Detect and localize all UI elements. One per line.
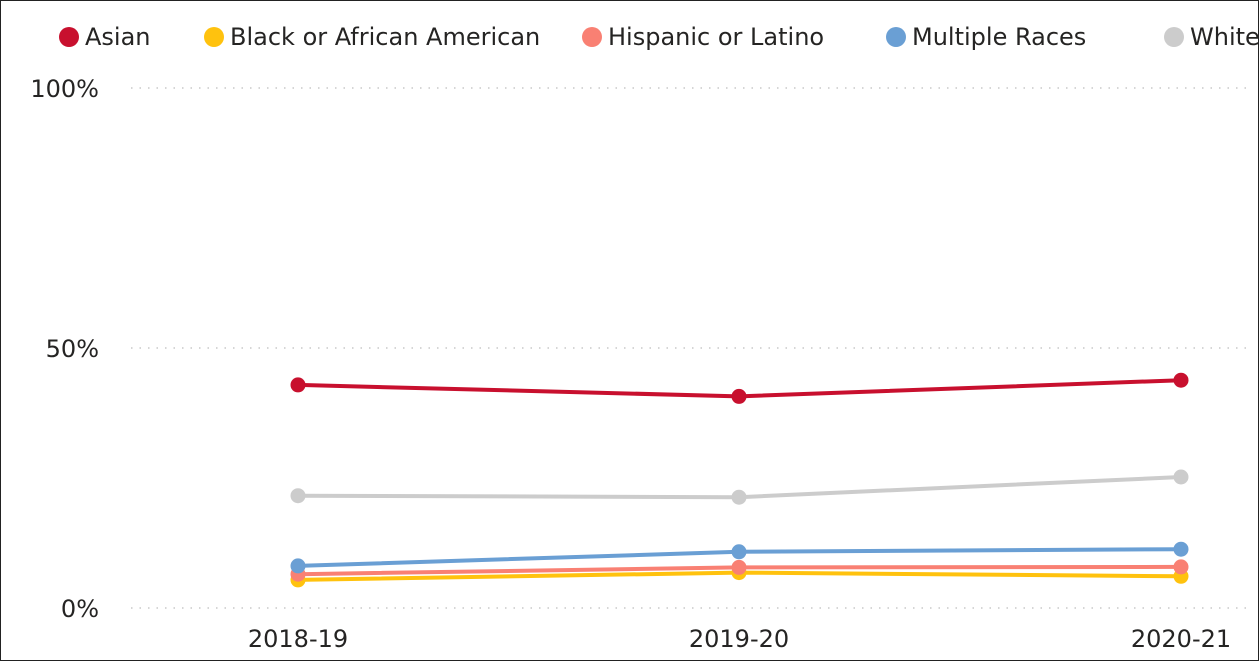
legend-item-asian[interactable]: Asian xyxy=(59,23,151,51)
series-multiple-races xyxy=(290,541,1189,574)
legend-marker xyxy=(582,27,602,47)
data-point[interactable] xyxy=(290,488,306,504)
data-point[interactable] xyxy=(731,544,747,560)
data-point[interactable] xyxy=(290,558,306,574)
series-group xyxy=(290,372,1189,588)
legend-item-hispanic-or-latino[interactable]: Hispanic or Latino xyxy=(582,23,824,51)
x-axis: 2018-19 2019-20 2020-21 xyxy=(248,625,1231,653)
y-tick-label: 50% xyxy=(46,335,99,363)
gridlines xyxy=(131,87,1251,609)
legend-marker xyxy=(204,27,224,47)
legend-marker xyxy=(1164,27,1184,47)
legend-label: Black or African American xyxy=(230,23,540,51)
data-point[interactable] xyxy=(290,377,306,393)
series-asian xyxy=(290,372,1189,404)
legend-marker xyxy=(59,27,79,47)
data-point[interactable] xyxy=(1173,469,1189,485)
y-axis: 0% 50% 100% xyxy=(30,75,99,623)
data-point[interactable] xyxy=(731,489,747,505)
legend-item-white[interactable]: White xyxy=(1164,23,1258,51)
legend-marker xyxy=(886,27,906,47)
series-white xyxy=(290,469,1189,505)
legend: Asian Black or African American Hispanic o… xyxy=(59,23,1258,51)
legend-item-black-or-african-american[interactable]: Black or African American xyxy=(204,23,540,51)
y-tick-label: 100% xyxy=(30,75,99,103)
data-point[interactable] xyxy=(1173,372,1189,388)
x-tick-label: 2018-19 xyxy=(248,625,348,653)
data-point[interactable] xyxy=(731,388,747,404)
legend-label: Multiple Races xyxy=(912,23,1086,51)
data-point[interactable] xyxy=(1173,559,1189,575)
x-tick-label: 2020-21 xyxy=(1131,625,1231,653)
data-point[interactable] xyxy=(731,559,747,575)
data-point[interactable] xyxy=(1173,541,1189,557)
legend-item-multiple-races[interactable]: Multiple Races xyxy=(886,23,1086,51)
legend-label: Hispanic or Latino xyxy=(608,23,824,51)
legend-label: Asian xyxy=(85,23,151,51)
x-tick-label: 2019-20 xyxy=(689,625,789,653)
legend-label: White xyxy=(1190,23,1258,51)
y-tick-label: 0% xyxy=(61,595,99,623)
